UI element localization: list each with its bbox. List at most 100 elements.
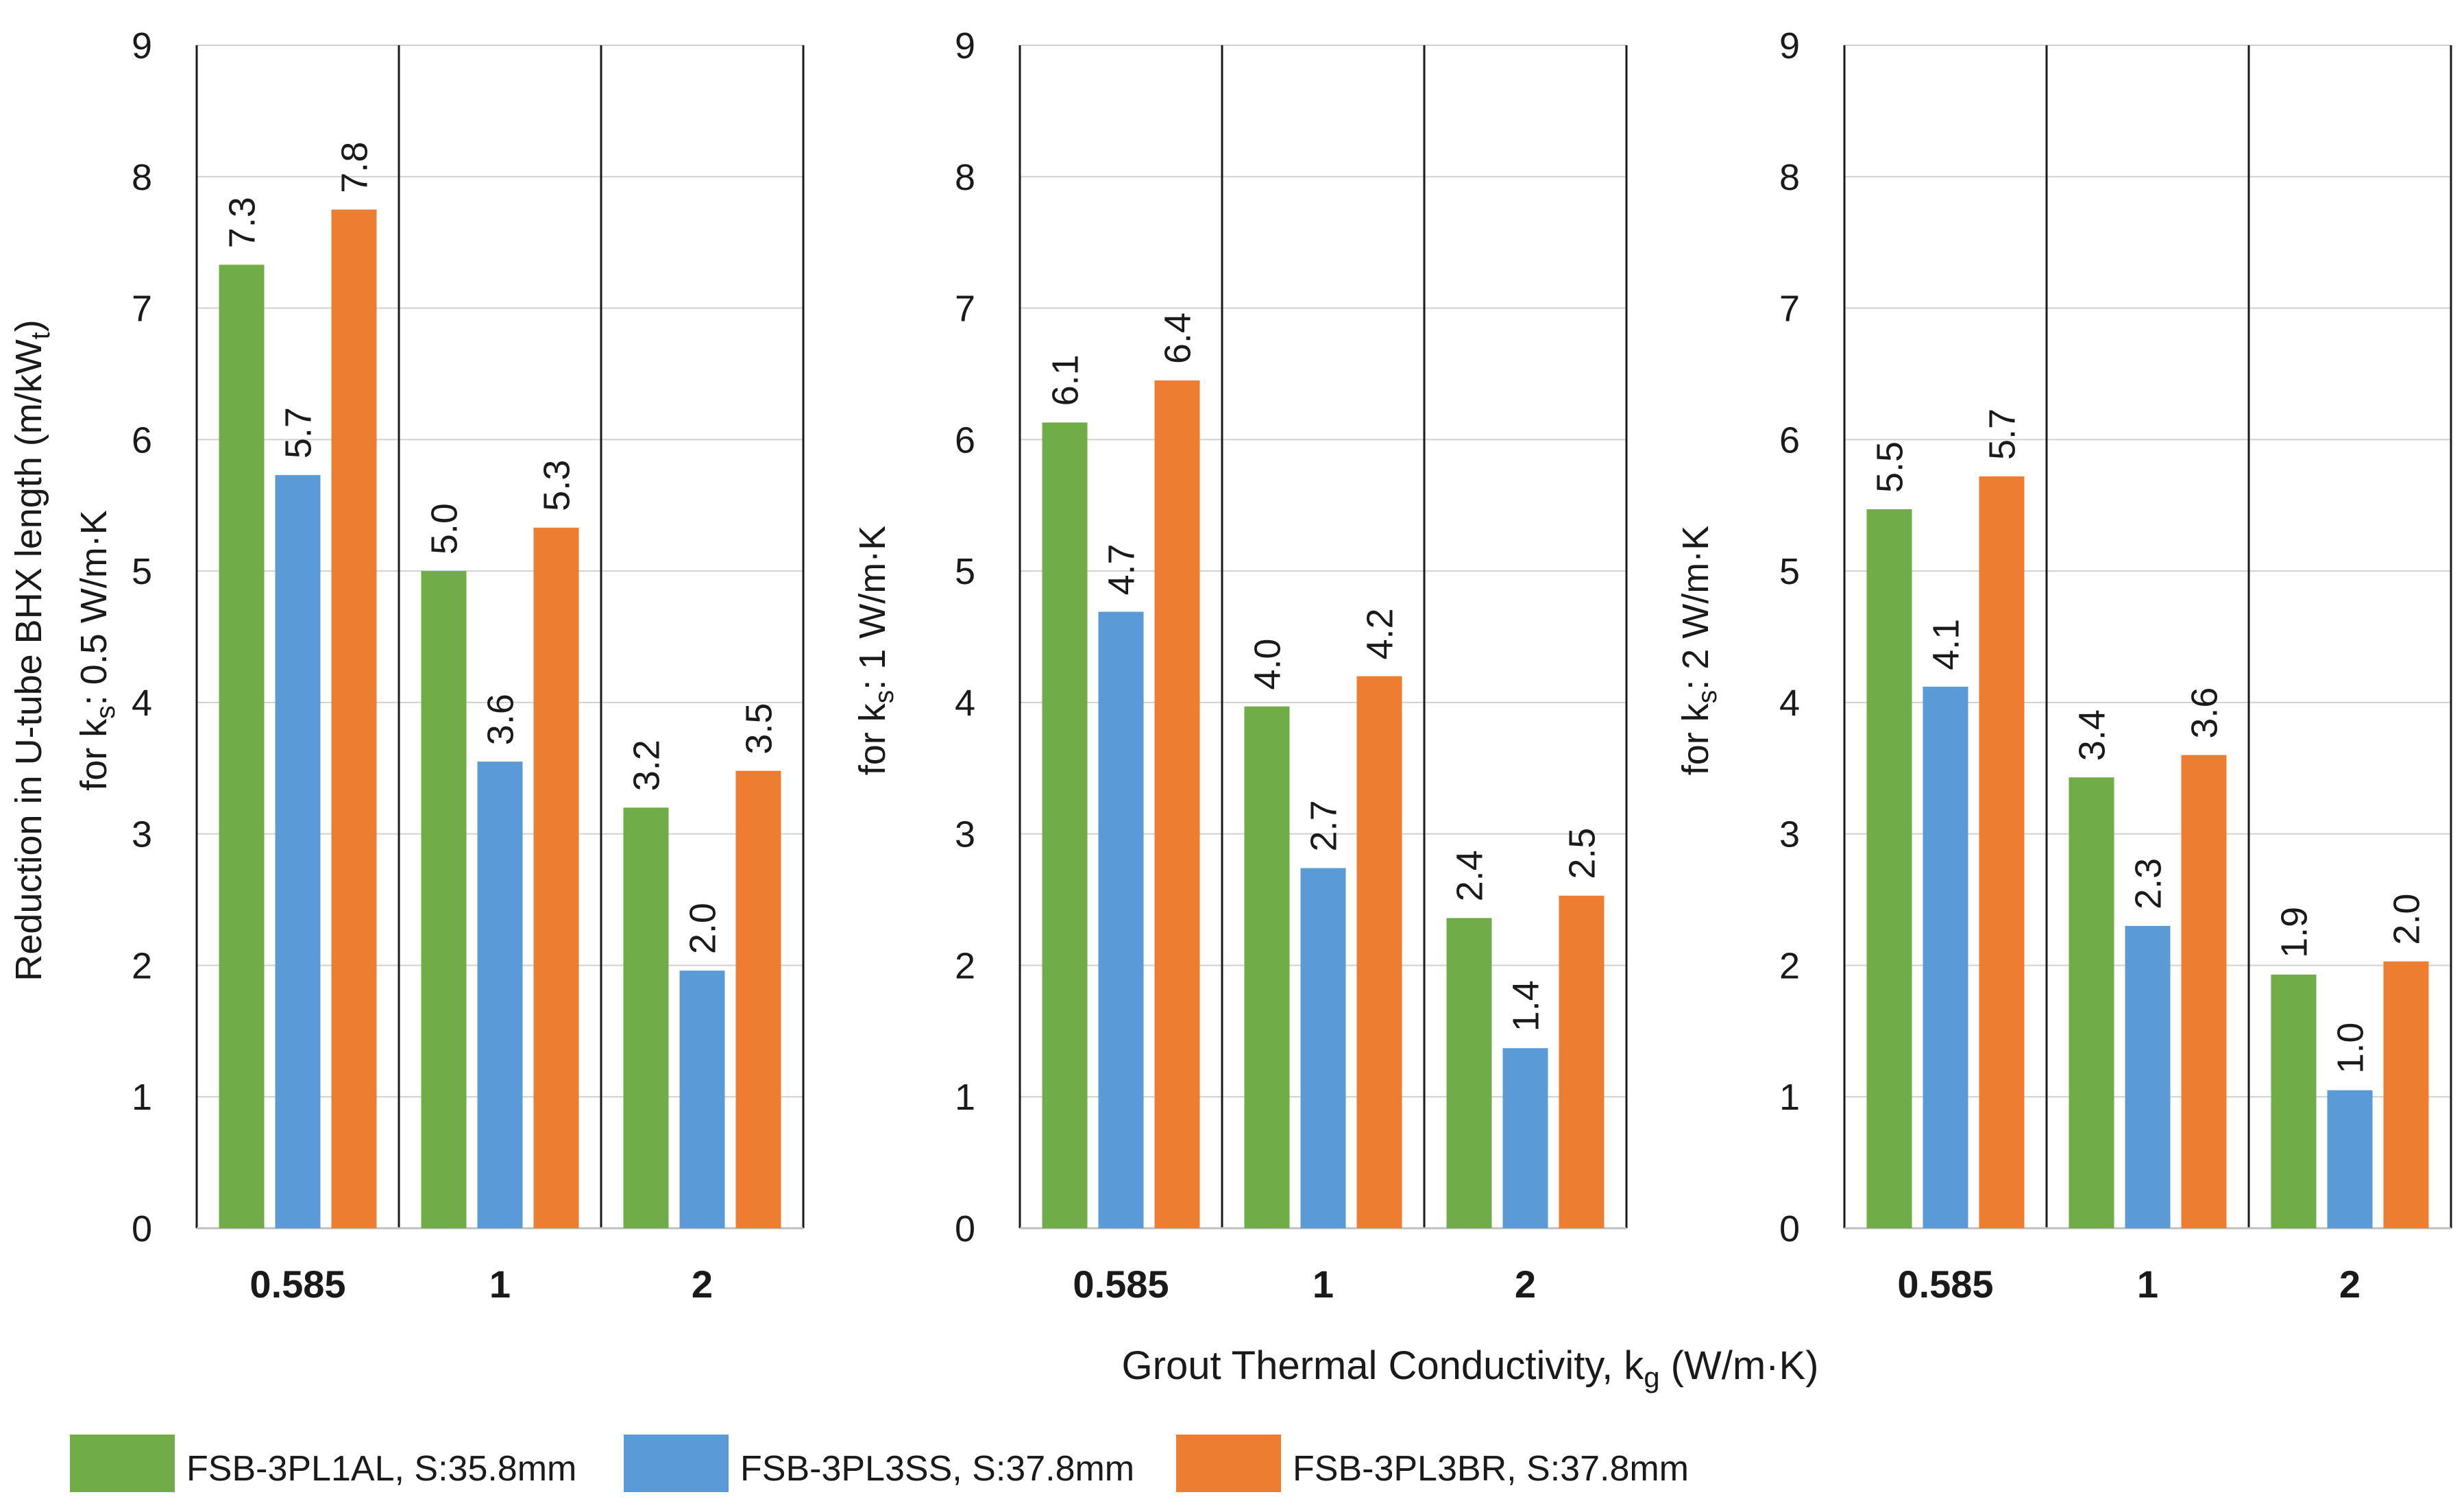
bar-2-s2 <box>1502 1048 1548 1228</box>
bar-1-s1 <box>2069 777 2114 1228</box>
y-tick-label: 5 <box>132 551 152 592</box>
chart-panel-2: 0 1 2 3 4 5 6 7 8 9 6.1 4.7 6.4 0.585 4.0 2.7 4.2 1 2.4 1.4… <box>852 25 1628 1306</box>
legend: FSB-3PL1AL, S:35.8mm FSB-3PL3SS, S:37.8mm… <box>70 1435 1689 1492</box>
y-tick-label: 2 <box>132 945 152 986</box>
data-label: 4.1 <box>1926 619 1967 670</box>
y-tick-label: 6 <box>1779 419 1800 461</box>
bar-0.585-s2 <box>1098 611 1144 1228</box>
x-category-label: 2 <box>1515 1263 1536 1306</box>
y-tick-label: 4 <box>955 683 975 724</box>
legend-swatch-3 <box>1176 1435 1281 1492</box>
y-tick-label: 9 <box>955 25 975 66</box>
data-label: 3.5 <box>739 703 780 755</box>
bar-0.585-s3 <box>331 209 377 1229</box>
legend-label-3: FSB-3PL3BR, S:37.8mm <box>1293 1449 1689 1489</box>
data-label: 5.0 <box>424 503 465 554</box>
bar-2-s2 <box>2327 1090 2373 1228</box>
data-label: 2.5 <box>1562 828 1603 879</box>
y-tick-label: 1 <box>132 1077 152 1118</box>
bar-0.585-s2 <box>275 475 321 1229</box>
y-tick-label: 2 <box>955 945 975 986</box>
y-axis-title: Reduction in U-tube BHX length (m/kWt) <box>8 319 56 981</box>
y-tick-label: 0 <box>1779 1208 1800 1249</box>
data-label: 2.0 <box>2387 894 2428 945</box>
x-category-label: 2 <box>2339 1263 2361 1306</box>
y-tick-label: 6 <box>132 419 152 461</box>
data-label: 1.9 <box>2274 907 2315 958</box>
y-tick-label: 8 <box>132 157 152 198</box>
bar-1-s3 <box>533 527 579 1228</box>
data-label: 2.4 <box>1450 850 1491 901</box>
bar-1-s1 <box>421 571 467 1228</box>
panel-y-axis-label: for ks: 0.5 W/m·K <box>73 510 121 791</box>
data-label: 3.4 <box>2072 709 2113 761</box>
y-tick-label: 7 <box>955 289 975 330</box>
bar-2-s2 <box>679 971 725 1228</box>
bar-1-s2 <box>477 761 523 1228</box>
legend-label-2: FSB-3PL3SS, S:37.8mm <box>740 1449 1134 1489</box>
data-label: 5.7 <box>278 407 319 459</box>
data-label: 4.7 <box>1101 544 1143 595</box>
legend-swatch-2 <box>624 1435 729 1492</box>
bar-2-s3 <box>2383 961 2429 1228</box>
x-category-label: 0.585 <box>1897 1263 1993 1306</box>
y-tick-label: 5 <box>1779 551 1800 592</box>
y-tick-label: 0 <box>955 1208 975 1249</box>
bar-1-s3 <box>2181 755 2227 1228</box>
data-label: 1.0 <box>2330 1023 2371 1074</box>
data-label: 1.4 <box>1506 980 1547 1032</box>
panel-y-axis-label: for ks: 2 W/m·K <box>1675 526 1722 775</box>
y-tick-label: 0 <box>132 1208 152 1249</box>
x-category-label: 1 <box>1313 1263 1334 1306</box>
data-label: 2.3 <box>2128 858 2169 910</box>
data-label: 3.6 <box>480 694 522 745</box>
data-label: 4.2 <box>1360 608 1401 659</box>
x-category-label: 2 <box>692 1263 713 1306</box>
data-label: 2.0 <box>683 903 724 954</box>
y-tick-label: 9 <box>132 25 152 66</box>
bar-0.585-s1 <box>1866 509 1912 1228</box>
y-tick-label: 4 <box>1779 683 1800 724</box>
data-label: 7.8 <box>334 142 376 193</box>
data-label: 5.3 <box>537 460 578 511</box>
bar-0.585-s3 <box>1154 380 1200 1228</box>
data-label: 4.0 <box>1247 639 1289 690</box>
data-label: 6.4 <box>1158 313 1199 364</box>
bar-0.585-s1 <box>219 265 265 1228</box>
bar-0.585-s1 <box>1042 422 1088 1228</box>
data-label: 3.6 <box>2184 687 2225 739</box>
data-label: 2.7 <box>1304 800 1345 851</box>
bar-1-s3 <box>1356 676 1402 1228</box>
bar-0.585-s3 <box>1979 476 2025 1228</box>
chart-panel-3: 0 1 2 3 4 5 6 7 8 9 5.5 4.1 5.7 0.585 3.4 2.3 3.6 1 1.9 1.0… <box>1675 25 2452 1306</box>
bar-0.585-s2 <box>1923 686 1968 1228</box>
data-label: 5.5 <box>1870 441 1911 493</box>
x-category-label: 1 <box>2137 1263 2158 1306</box>
x-category-label: 0.585 <box>249 1263 345 1306</box>
chart-panel-1: 0 1 2 3 4 5 6 7 8 9 7.3 5.7 7.8 0.585 5.0 3.6 5.3 1 3.2 2.0… <box>8 25 805 1306</box>
y-tick-label: 3 <box>1779 814 1800 855</box>
legend-label-1: FSB-3PL1AL, S:35.8mm <box>186 1449 576 1489</box>
data-label: 6.1 <box>1045 354 1086 406</box>
bar-1-s2 <box>2125 925 2171 1228</box>
data-label: 5.7 <box>1982 409 2023 460</box>
x-category-label: 1 <box>489 1263 511 1306</box>
x-axis-title: Grout Thermal Conductivity, kg (W/m·K) <box>1122 1343 1819 1393</box>
y-tick-label: 1 <box>955 1077 975 1118</box>
y-tick-label: 3 <box>955 814 975 855</box>
y-tick-label: 7 <box>1779 289 1800 330</box>
y-tick-label: 4 <box>132 683 152 724</box>
y-tick-label: 7 <box>132 289 152 330</box>
bar-2-s3 <box>735 770 781 1228</box>
y-tick-label: 5 <box>955 551 975 592</box>
x-category-label: 0.585 <box>1073 1263 1169 1306</box>
y-tick-label: 2 <box>1779 945 1800 986</box>
y-tick-label: 6 <box>955 419 975 461</box>
y-tick-label: 8 <box>955 157 975 198</box>
panel-y-axis-label: for ks: 1 W/m·K <box>852 526 899 775</box>
bar-1-s1 <box>1244 706 1290 1228</box>
data-label: 7.3 <box>222 197 263 248</box>
y-tick-label: 8 <box>1779 157 1800 198</box>
